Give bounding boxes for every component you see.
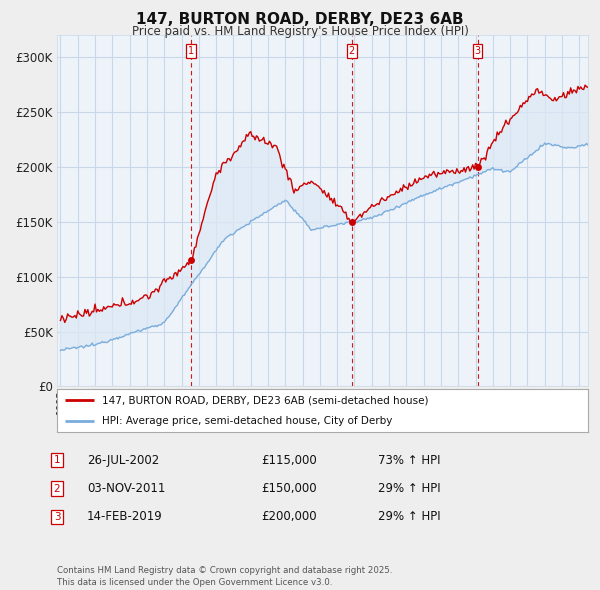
Text: 2: 2 (349, 46, 355, 56)
Text: £200,000: £200,000 (261, 510, 317, 523)
Text: 14-FEB-2019: 14-FEB-2019 (87, 510, 163, 523)
Text: £115,000: £115,000 (261, 454, 317, 467)
Text: Price paid vs. HM Land Registry's House Price Index (HPI): Price paid vs. HM Land Registry's House … (131, 25, 469, 38)
Text: Contains HM Land Registry data © Crown copyright and database right 2025.
This d: Contains HM Land Registry data © Crown c… (57, 566, 392, 587)
Text: 03-NOV-2011: 03-NOV-2011 (87, 482, 166, 495)
Text: 3: 3 (53, 512, 61, 522)
Text: 147, BURTON ROAD, DERBY, DE23 6AB: 147, BURTON ROAD, DERBY, DE23 6AB (136, 12, 464, 27)
Text: 1: 1 (188, 46, 194, 56)
Text: 26-JUL-2002: 26-JUL-2002 (87, 454, 159, 467)
Text: 29% ↑ HPI: 29% ↑ HPI (378, 482, 440, 495)
Text: 2: 2 (53, 484, 61, 493)
Text: 29% ↑ HPI: 29% ↑ HPI (378, 510, 440, 523)
Text: 73% ↑ HPI: 73% ↑ HPI (378, 454, 440, 467)
Text: HPI: Average price, semi-detached house, City of Derby: HPI: Average price, semi-detached house,… (102, 417, 392, 426)
Text: 3: 3 (475, 46, 481, 56)
Text: £150,000: £150,000 (261, 482, 317, 495)
Text: 147, BURTON ROAD, DERBY, DE23 6AB (semi-detached house): 147, BURTON ROAD, DERBY, DE23 6AB (semi-… (102, 395, 428, 405)
Text: 1: 1 (53, 455, 61, 465)
